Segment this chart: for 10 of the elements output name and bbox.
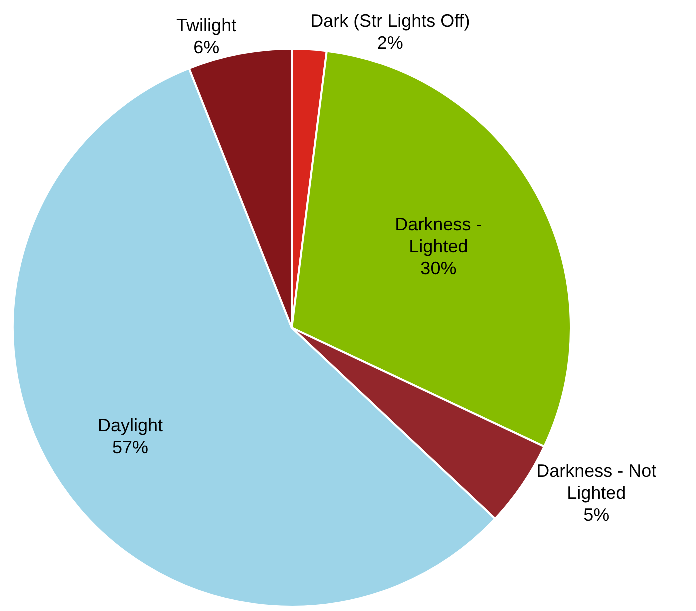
slice-label: Dark (Str Lights Off)	[310, 10, 470, 31]
slice-label: Twilight	[176, 15, 237, 36]
slice-label: Darkness - Lighted	[395, 214, 482, 256]
data-label: 5%	[584, 505, 610, 526]
data-label: 57%	[112, 438, 148, 458]
slice-label: Darkness - Not Lighted	[536, 461, 657, 504]
data-label: 30%	[420, 258, 457, 278]
data-label: 2%	[377, 32, 404, 53]
data-label: 6%	[194, 37, 220, 58]
slice-label: Daylight	[98, 416, 163, 436]
